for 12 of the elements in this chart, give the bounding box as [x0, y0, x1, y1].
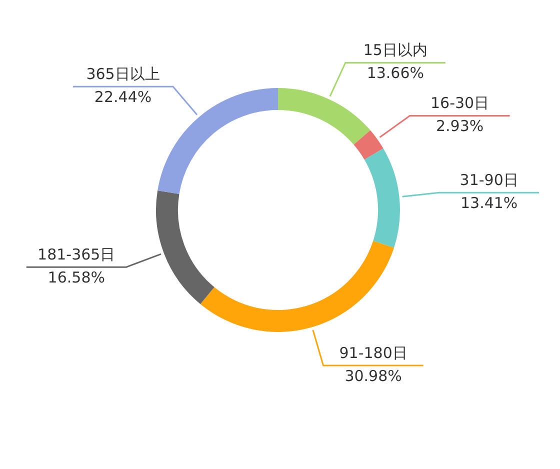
data-label: 2.93%: [436, 117, 484, 136]
slice-label: 16-30日: [430, 94, 490, 112]
slice-label: 365日以上: [86, 65, 160, 84]
data-label: 13.66%: [366, 64, 424, 82]
slice-label: 91-180日: [339, 344, 408, 362]
slice-label: 181-365日: [38, 245, 116, 264]
data-label: 13.41%: [460, 194, 518, 212]
data-label: 16.58%: [48, 268, 105, 286]
data-label: 30.98%: [344, 366, 402, 385]
slice-label: 15日以内: [363, 41, 428, 60]
data-label: 22.44%: [94, 88, 152, 106]
slice-label: 31-90日: [460, 171, 518, 190]
